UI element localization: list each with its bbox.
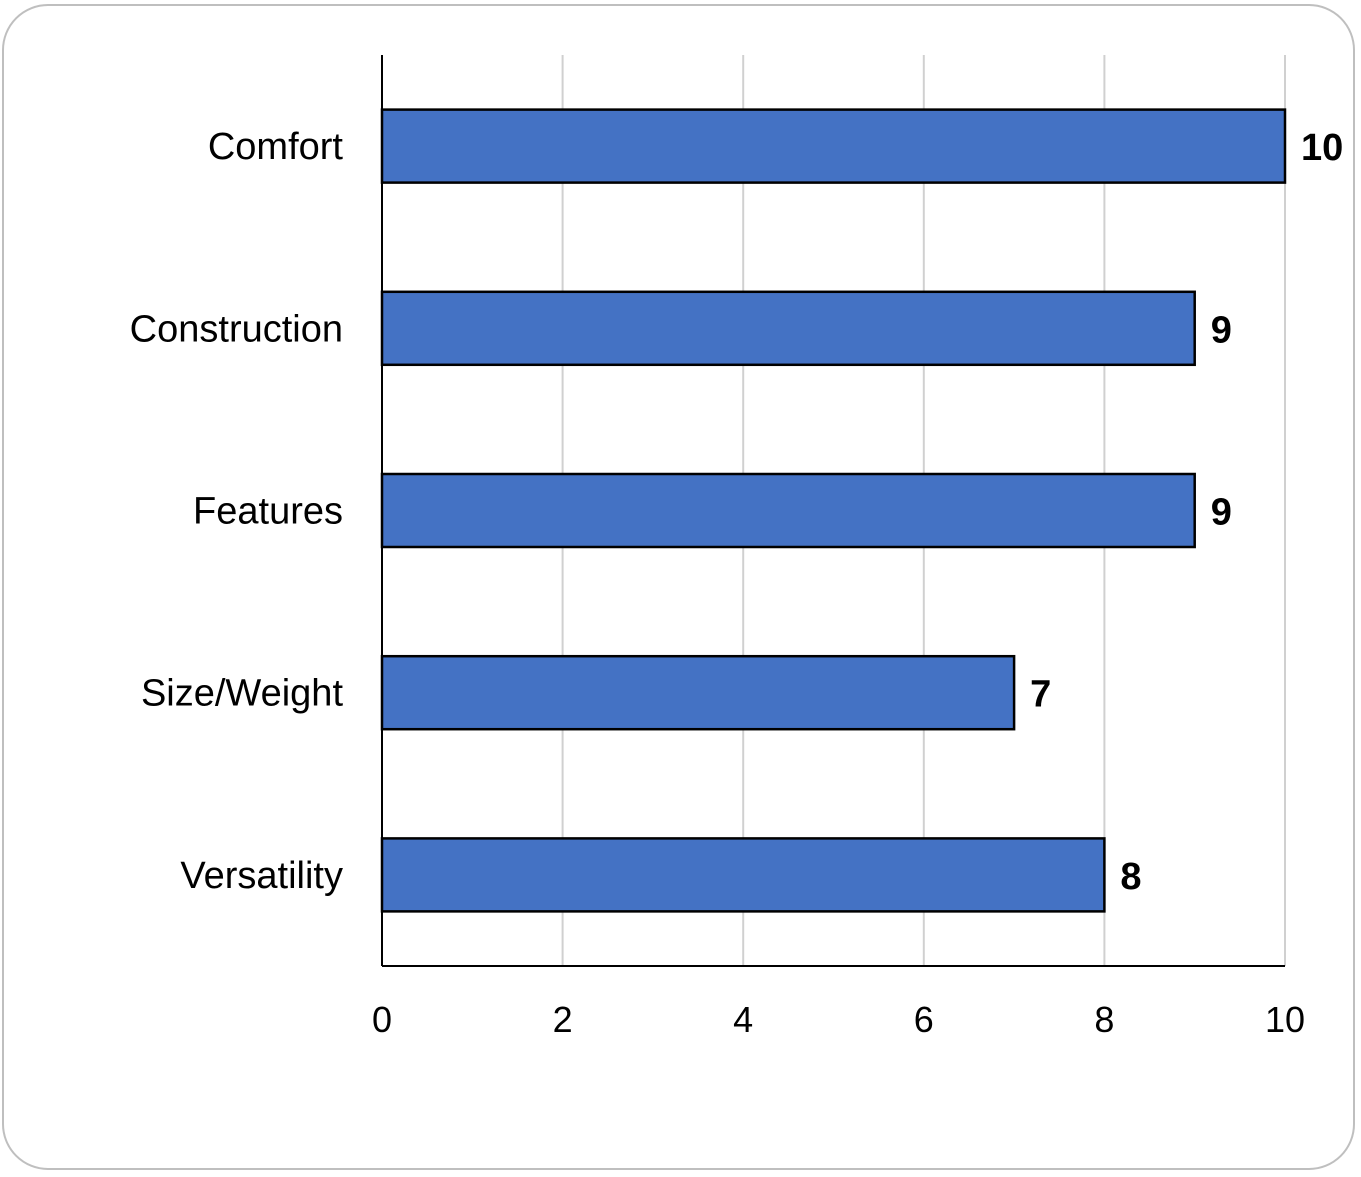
category-label: Versatility [180,855,343,897]
data-label: 9 [1211,309,1232,351]
category-label: Size/Weight [141,673,344,715]
data-label: 10 [1301,127,1343,169]
data-label: 7 [1030,674,1051,716]
x-tick-label: 4 [733,999,753,1040]
bar-versatility [380,837,1106,913]
x-tick-label: 2 [553,999,573,1040]
labels: Comfort 10 Construction 9 Features 9 Size/Weig… [130,126,1344,1040]
bar-size-weight [380,654,1016,731]
category-label: Comfort [208,126,344,168]
data-label: 8 [1120,856,1141,898]
bar-comfort [380,108,1287,184]
data-label: 9 [1211,492,1232,534]
x-tick-label: 0 [372,999,392,1040]
axes [381,55,1285,967]
x-tick-label: 10 [1265,999,1305,1040]
x-tick-label: 8 [1094,999,1114,1040]
chart-frame [2,4,1355,1170]
x-tick-label: 6 [914,999,934,1040]
category-label: Features [193,491,343,533]
bar-construction [380,290,1196,367]
bar-features [380,472,1196,549]
category-label: Construction [130,308,343,350]
bars [380,108,1287,913]
